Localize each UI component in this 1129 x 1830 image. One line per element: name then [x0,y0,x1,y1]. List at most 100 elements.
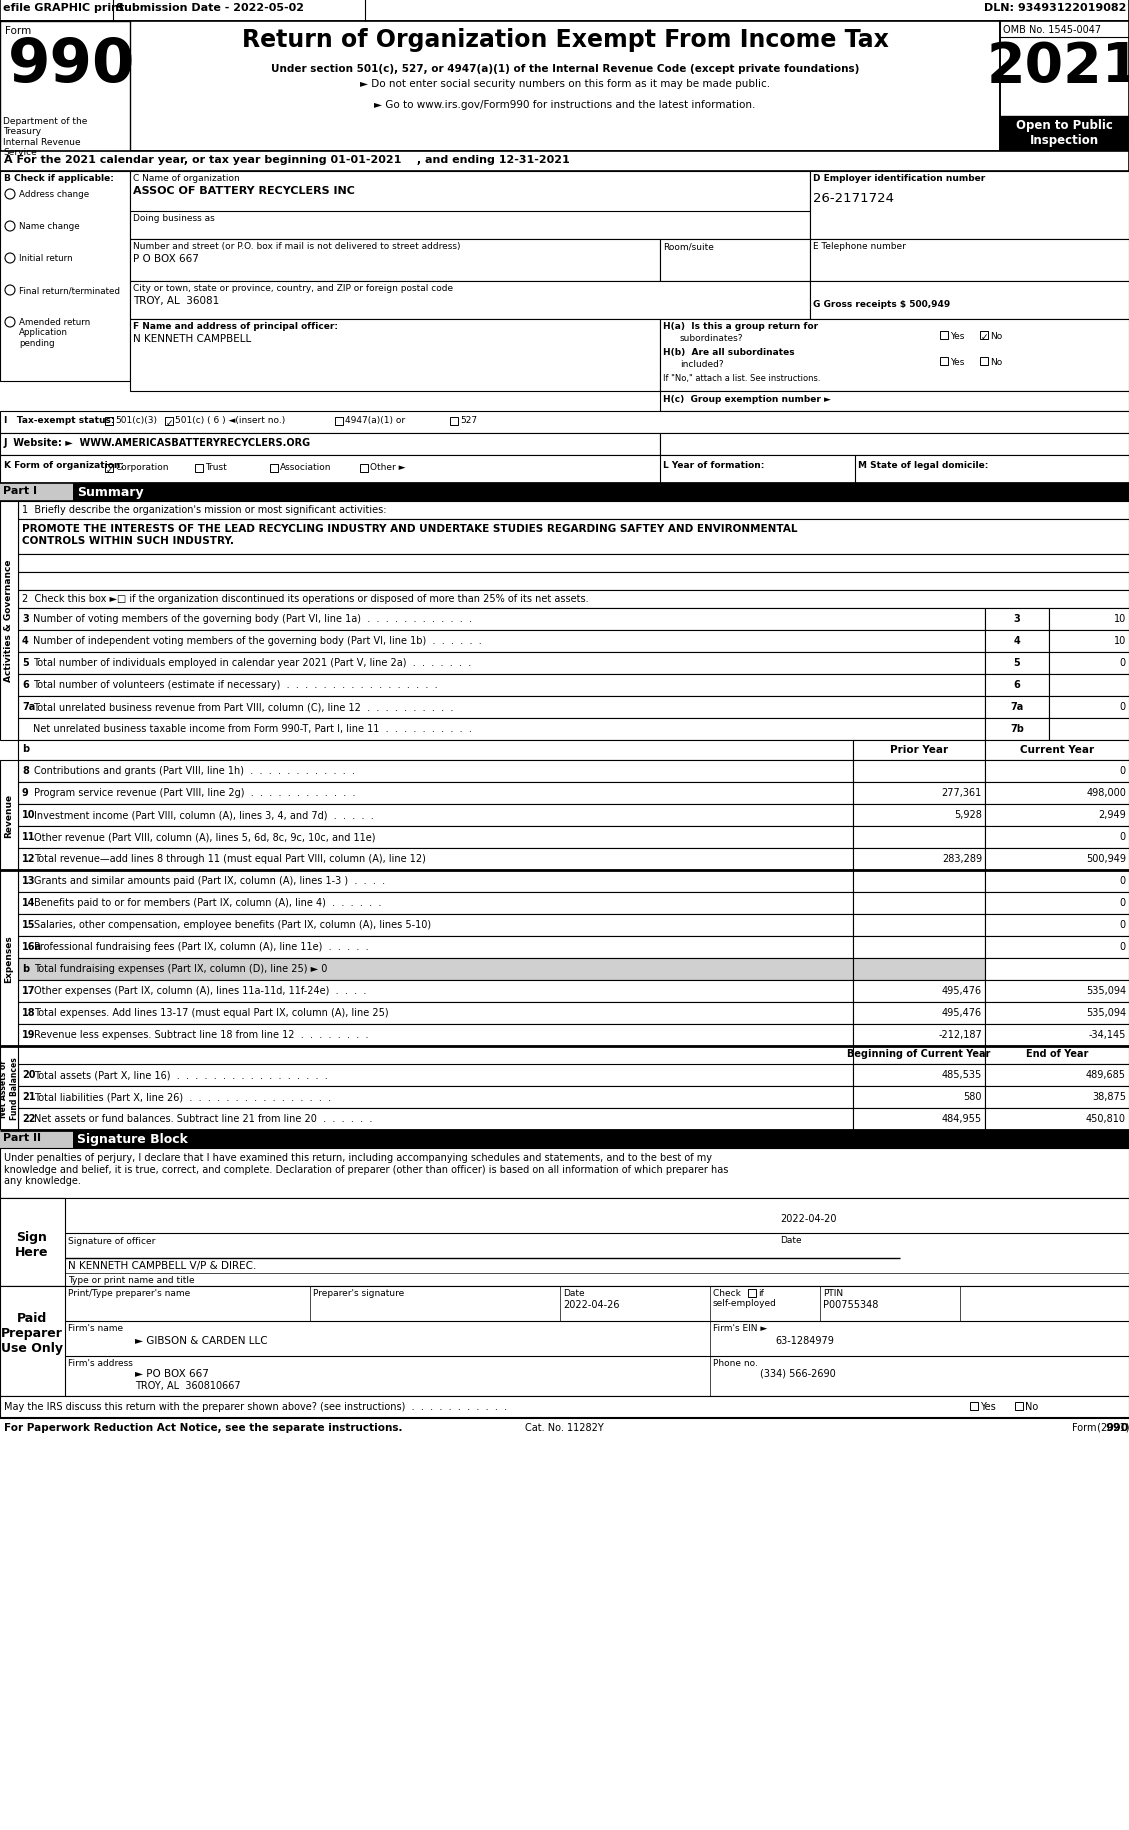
Text: 18: 18 [21,1008,36,1017]
Bar [18,893,854,915]
Bar [18,520,1129,554]
Text: Under penalties of perjury, I declare that I have examined this return, includin: Under penalties of perjury, I declare th… [5,1153,728,1186]
Bar [130,282,809,320]
Text: 485,535: 485,535 [942,1069,982,1080]
Text: 3: 3 [21,613,28,624]
Text: 535,094: 535,094 [1086,1008,1126,1017]
Text: self-employed: self-employed [714,1297,777,1307]
Bar [809,282,1129,320]
Text: Print/Type preparer's name: Print/Type preparer's name [68,1288,191,1297]
Text: 19: 19 [21,1030,35,1039]
Text: Investment income (Part VIII, column (A), lines 3, 4, and 7d)  .  .  .  .  .: Investment income (Part VIII, column (A)… [34,809,374,820]
Text: Submission Date - 2022-05-02: Submission Date - 2022-05-02 [116,4,304,13]
Bar [940,359,948,366]
Bar [0,434,660,456]
Text: 0: 0 [1120,875,1126,886]
Text: 10: 10 [1113,613,1126,624]
Text: 4: 4 [1014,635,1021,646]
Bar [270,465,278,472]
Text: Other revenue (Part VIII, column (A), lines 5, 6d, 8c, 9c, 10c, and 11e): Other revenue (Part VIII, column (A), li… [34,831,376,842]
Bar [18,959,854,981]
Bar [18,1087,854,1109]
Bar [940,331,948,340]
Bar [854,1087,984,1109]
Bar [1015,1402,1023,1411]
Text: TROY, AL  36081: TROY, AL 36081 [133,296,219,306]
Text: Date: Date [780,1235,802,1244]
Bar [18,1025,854,1047]
Text: P O BOX 667: P O BOX 667 [133,254,199,264]
Bar [18,871,854,893]
Text: 498,000: 498,000 [1086,787,1126,798]
Text: Number of independent voting members of the governing body (Part VI, line 1b)  .: Number of independent voting members of … [33,635,482,646]
Text: P00755348: P00755348 [823,1299,878,1308]
Bar [0,1149,1129,1199]
Text: Sign
Here: Sign Here [16,1230,49,1259]
Bar [1049,697,1129,719]
Text: Preparer's signature: Preparer's signature [313,1288,404,1297]
Bar [854,871,984,893]
Bar [105,417,113,426]
Text: included?: included? [680,361,724,370]
Text: 0: 0 [1120,941,1126,952]
Text: Number of voting members of the governing body (Part VI, line 1a)  .  .  .  .  .: Number of voting members of the governin… [33,613,472,624]
Text: 16a: 16a [21,941,42,952]
Text: Total assets (Part X, line 16)  .  .  .  .  .  .  .  .  .  .  .  .  .  .  .  .  : Total assets (Part X, line 16) . . . . .… [34,1069,327,1080]
Text: Open to Public
Inspection: Open to Public Inspection [1016,119,1112,146]
Bar [854,761,984,783]
Text: 1  Briefly describe the organization's mission or most significant activities:: 1 Briefly describe the organization's mi… [21,505,386,514]
Bar [749,1290,756,1297]
Bar [984,609,1049,631]
Text: 2022-04-26: 2022-04-26 [563,1299,620,1308]
Bar [854,915,984,937]
Text: Benefits paid to or for members (Part IX, column (A), line 4)  .  .  .  .  .  .: Benefits paid to or for members (Part IX… [34,897,382,908]
Text: b: b [21,963,29,974]
Text: Under section 501(c), 527, or 4947(a)(1) of the Internal Revenue Code (except pr: Under section 501(c), 527, or 4947(a)(1)… [271,64,859,73]
Text: Part I: Part I [3,485,37,496]
Bar [18,609,984,631]
Bar [0,1047,18,1131]
Text: OMB No. 1545-0047: OMB No. 1545-0047 [1003,26,1101,35]
Bar [984,1087,1129,1109]
Text: PROMOTE THE INTERESTS OF THE LEAD RECYCLING INDUSTRY AND UNDERTAKE STUDIES REGAR: PROMOTE THE INTERESTS OF THE LEAD RECYCL… [21,523,797,545]
Bar [984,827,1129,849]
Text: 2  Check this box ►□ if the organization discontinued its operations or disposed: 2 Check this box ►□ if the organization … [21,593,588,604]
Bar [984,1025,1129,1047]
Bar [0,456,1129,483]
Text: M State of legal domicile:: M State of legal domicile: [858,461,988,470]
Bar [984,1109,1129,1131]
Text: Yes: Yes [980,1402,996,1411]
Bar [360,465,368,472]
Bar [854,1047,984,1065]
Bar [984,741,1129,761]
Bar [0,172,130,382]
Bar [984,697,1049,719]
Text: (334) 566-2690: (334) 566-2690 [760,1369,835,1378]
Text: Cat. No. 11282Y: Cat. No. 11282Y [525,1422,603,1433]
Text: ► GIBSON & CARDEN LLC: ► GIBSON & CARDEN LLC [135,1336,268,1345]
Bar [18,501,1129,520]
Text: Association: Association [280,463,332,472]
Text: Address change: Address change [19,190,89,199]
Bar [18,783,854,805]
Text: ✓: ✓ [105,465,113,474]
Text: H(a)  Is this a group return for: H(a) Is this a group return for [663,322,819,331]
Text: Corporation: Corporation [115,463,168,472]
Text: -212,187: -212,187 [938,1030,982,1039]
Bar [18,937,854,959]
Text: L Year of formation:: L Year of formation: [663,461,764,470]
Bar [0,1199,65,1286]
Bar [0,1286,1129,1396]
Bar [854,893,984,915]
Bar [130,172,809,240]
Text: Signature of officer: Signature of officer [68,1237,156,1246]
Text: 17: 17 [21,986,35,996]
Bar [18,554,1129,573]
Text: 22: 22 [21,1113,35,1124]
Bar [854,1109,984,1131]
Text: 12: 12 [21,853,35,864]
Bar [1049,653,1129,675]
Bar [18,981,854,1003]
Text: Name change: Name change [19,221,80,231]
Text: 277,361: 277,361 [942,787,982,798]
